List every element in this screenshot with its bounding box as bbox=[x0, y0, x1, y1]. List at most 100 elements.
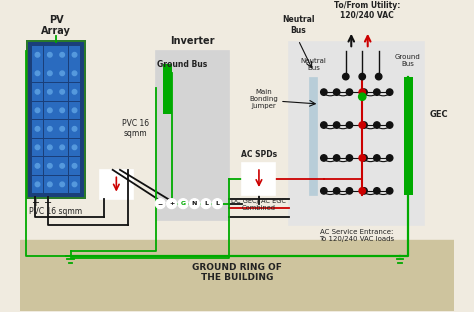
Circle shape bbox=[47, 182, 52, 187]
Circle shape bbox=[359, 122, 365, 128]
Bar bbox=[44, 101, 55, 119]
Circle shape bbox=[320, 89, 327, 95]
Bar bbox=[32, 139, 43, 156]
Text: N: N bbox=[192, 201, 197, 206]
Circle shape bbox=[333, 155, 340, 161]
Circle shape bbox=[386, 89, 393, 95]
Circle shape bbox=[374, 188, 380, 194]
Circle shape bbox=[60, 108, 64, 113]
Circle shape bbox=[60, 90, 64, 94]
Circle shape bbox=[35, 182, 40, 187]
Circle shape bbox=[47, 163, 52, 168]
Circle shape bbox=[60, 145, 64, 150]
Bar bbox=[32, 46, 43, 64]
Bar bbox=[32, 120, 43, 138]
Circle shape bbox=[72, 145, 77, 150]
Bar bbox=[69, 120, 80, 138]
Bar bbox=[243, 163, 275, 194]
Bar bbox=[69, 101, 80, 119]
Bar bbox=[69, 176, 80, 193]
Circle shape bbox=[47, 127, 52, 131]
Circle shape bbox=[359, 155, 365, 161]
Text: L: L bbox=[215, 201, 219, 206]
Circle shape bbox=[72, 127, 77, 131]
Circle shape bbox=[155, 199, 165, 209]
Text: Ground
Bus: Ground Bus bbox=[395, 55, 421, 67]
Text: Neutral
Bus: Neutral Bus bbox=[282, 15, 314, 35]
Circle shape bbox=[60, 52, 64, 57]
Bar bbox=[44, 176, 55, 193]
Circle shape bbox=[47, 71, 52, 76]
Circle shape bbox=[35, 163, 40, 168]
Circle shape bbox=[361, 122, 367, 128]
Circle shape bbox=[361, 155, 367, 161]
Circle shape bbox=[72, 163, 77, 168]
Circle shape bbox=[358, 93, 366, 100]
Circle shape bbox=[374, 122, 380, 128]
Bar bbox=[44, 139, 55, 156]
Circle shape bbox=[72, 71, 77, 76]
Bar bbox=[69, 157, 80, 175]
Text: G: G bbox=[181, 201, 186, 206]
Circle shape bbox=[72, 52, 77, 57]
Text: To/From Utility:
120/240 VAC: To/From Utility: 120/240 VAC bbox=[334, 1, 400, 20]
Text: GROUND RING OF
THE BUILDING: GROUND RING OF THE BUILDING bbox=[192, 262, 282, 282]
Circle shape bbox=[320, 122, 327, 128]
Circle shape bbox=[346, 122, 353, 128]
Bar bbox=[26, 40, 86, 199]
Circle shape bbox=[346, 188, 353, 194]
Bar bbox=[32, 83, 43, 100]
Circle shape bbox=[47, 145, 52, 150]
Bar bbox=[69, 83, 80, 100]
Circle shape bbox=[60, 127, 64, 131]
Bar bbox=[69, 46, 80, 64]
Circle shape bbox=[167, 199, 177, 209]
Bar bbox=[56, 83, 68, 100]
Text: Neutral
Bus: Neutral Bus bbox=[301, 58, 326, 71]
Circle shape bbox=[386, 155, 393, 161]
Bar bbox=[289, 42, 424, 225]
Circle shape bbox=[346, 155, 353, 161]
Text: Main
Bonding
Jumper: Main Bonding Jumper bbox=[249, 89, 278, 109]
Bar bbox=[44, 83, 55, 100]
Circle shape bbox=[35, 71, 40, 76]
Circle shape bbox=[72, 90, 77, 94]
Circle shape bbox=[361, 89, 367, 95]
Text: +: + bbox=[31, 198, 39, 208]
Circle shape bbox=[60, 71, 64, 76]
Circle shape bbox=[320, 155, 327, 161]
Bar bbox=[69, 65, 80, 82]
Text: L: L bbox=[204, 201, 208, 206]
Circle shape bbox=[60, 182, 64, 187]
Circle shape bbox=[359, 89, 365, 95]
Bar bbox=[155, 51, 229, 220]
Circle shape bbox=[178, 199, 188, 209]
Bar bbox=[44, 65, 55, 82]
Circle shape bbox=[190, 199, 200, 209]
Circle shape bbox=[60, 163, 64, 168]
Bar bbox=[44, 157, 55, 175]
Circle shape bbox=[374, 89, 380, 95]
Bar bbox=[27, 42, 84, 197]
Text: AC Service Entrance:
To 120/240 VAC loads: AC Service Entrance: To 120/240 VAC load… bbox=[319, 229, 394, 242]
Text: PVC 16
sqmm: PVC 16 sqmm bbox=[122, 119, 149, 139]
Circle shape bbox=[343, 73, 349, 80]
Circle shape bbox=[47, 52, 52, 57]
Circle shape bbox=[359, 188, 365, 194]
Circle shape bbox=[35, 52, 40, 57]
Circle shape bbox=[201, 199, 211, 209]
Text: PV
Array: PV Array bbox=[41, 15, 71, 37]
Circle shape bbox=[375, 73, 382, 80]
Circle shape bbox=[212, 199, 222, 209]
Bar bbox=[56, 46, 68, 64]
Bar bbox=[56, 139, 68, 156]
Text: PVC 16 sqmm: PVC 16 sqmm bbox=[29, 207, 82, 217]
Text: DC GEC/ AC EGC
Combined: DC GEC/ AC EGC Combined bbox=[231, 198, 286, 211]
Circle shape bbox=[359, 73, 365, 80]
Circle shape bbox=[35, 108, 40, 113]
Bar bbox=[56, 101, 68, 119]
Circle shape bbox=[333, 188, 340, 194]
Bar bbox=[56, 65, 68, 82]
Bar bbox=[69, 139, 80, 156]
Circle shape bbox=[35, 90, 40, 94]
